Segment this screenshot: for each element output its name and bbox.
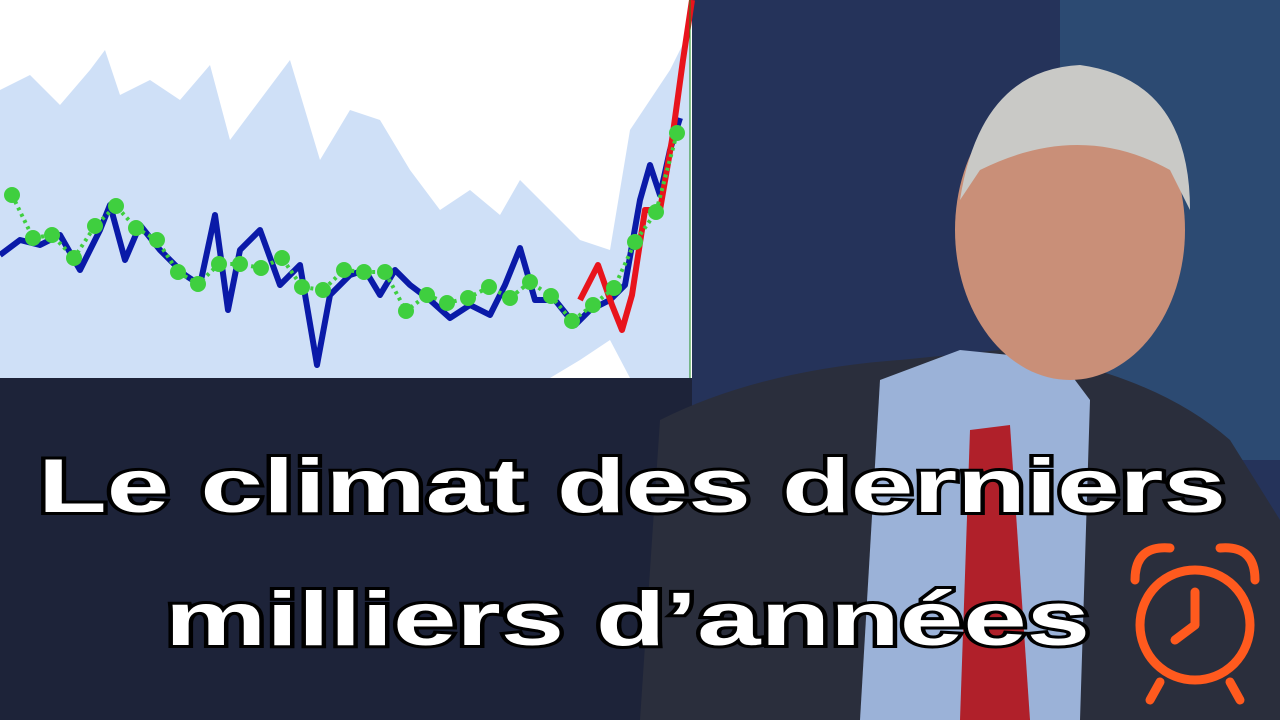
data-point xyxy=(4,187,20,203)
series-line xyxy=(577,0,695,333)
data-point xyxy=(460,290,476,306)
caption-line: Le climat des derniers xyxy=(38,444,1226,529)
data-point xyxy=(190,276,206,292)
data-point xyxy=(522,274,538,290)
data-point xyxy=(398,303,414,319)
alarm-clock-icon xyxy=(1130,543,1260,705)
data-point xyxy=(336,262,352,278)
data-point xyxy=(356,264,372,280)
data-point xyxy=(128,220,144,236)
data-point xyxy=(669,125,685,141)
data-point xyxy=(627,234,643,250)
caption-line: milliers d’années xyxy=(165,577,1090,662)
data-point xyxy=(66,250,82,266)
data-point xyxy=(149,232,165,248)
data-point xyxy=(543,288,559,304)
data-point xyxy=(315,282,331,298)
data-point xyxy=(87,218,103,234)
chart xyxy=(0,0,695,378)
data-point xyxy=(294,279,310,295)
data-point xyxy=(377,264,393,280)
data-point xyxy=(481,279,497,295)
tie xyxy=(960,425,1030,720)
data-point xyxy=(585,297,601,313)
data-point xyxy=(606,280,622,296)
data-point xyxy=(25,230,41,246)
data-point xyxy=(564,313,580,329)
data-point xyxy=(44,227,60,243)
data-point xyxy=(648,204,664,220)
data-point xyxy=(253,260,269,276)
data-point xyxy=(502,290,518,306)
hair xyxy=(960,65,1190,210)
data-point xyxy=(170,264,186,280)
data-point xyxy=(419,287,435,303)
data-point xyxy=(232,256,248,272)
data-point xyxy=(211,256,227,272)
data-point xyxy=(439,295,455,311)
data-point xyxy=(274,250,290,266)
series-line xyxy=(10,132,679,323)
data-point xyxy=(108,198,124,214)
